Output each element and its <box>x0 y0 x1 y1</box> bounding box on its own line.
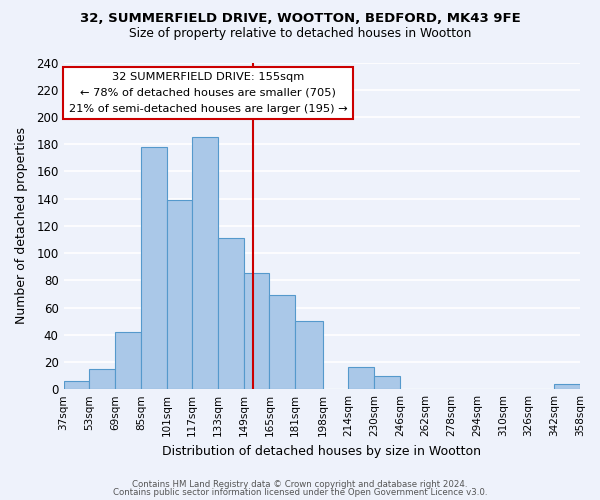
Bar <box>64 381 89 389</box>
Text: Size of property relative to detached houses in Wootton: Size of property relative to detached ho… <box>129 28 471 40</box>
X-axis label: Distribution of detached houses by size in Wootton: Distribution of detached houses by size … <box>162 444 481 458</box>
Bar <box>192 138 218 389</box>
Bar <box>167 200 192 389</box>
Text: 32, SUMMERFIELD DRIVE, WOOTTON, BEDFORD, MK43 9FE: 32, SUMMERFIELD DRIVE, WOOTTON, BEDFORD,… <box>80 12 520 26</box>
Y-axis label: Number of detached properties: Number of detached properties <box>15 128 28 324</box>
Bar <box>349 368 374 389</box>
Bar <box>244 274 269 389</box>
Bar <box>115 332 141 389</box>
Text: 32 SUMMERFIELD DRIVE: 155sqm
← 78% of detached houses are smaller (705)
21% of s: 32 SUMMERFIELD DRIVE: 155sqm ← 78% of de… <box>69 72 347 114</box>
Bar <box>554 384 580 389</box>
Text: Contains public sector information licensed under the Open Government Licence v3: Contains public sector information licen… <box>113 488 487 497</box>
Bar <box>141 147 167 389</box>
Bar <box>218 238 244 389</box>
Bar <box>269 296 295 389</box>
Text: Contains HM Land Registry data © Crown copyright and database right 2024.: Contains HM Land Registry data © Crown c… <box>132 480 468 489</box>
Bar <box>295 321 323 389</box>
Bar <box>374 376 400 389</box>
Bar <box>89 369 115 389</box>
